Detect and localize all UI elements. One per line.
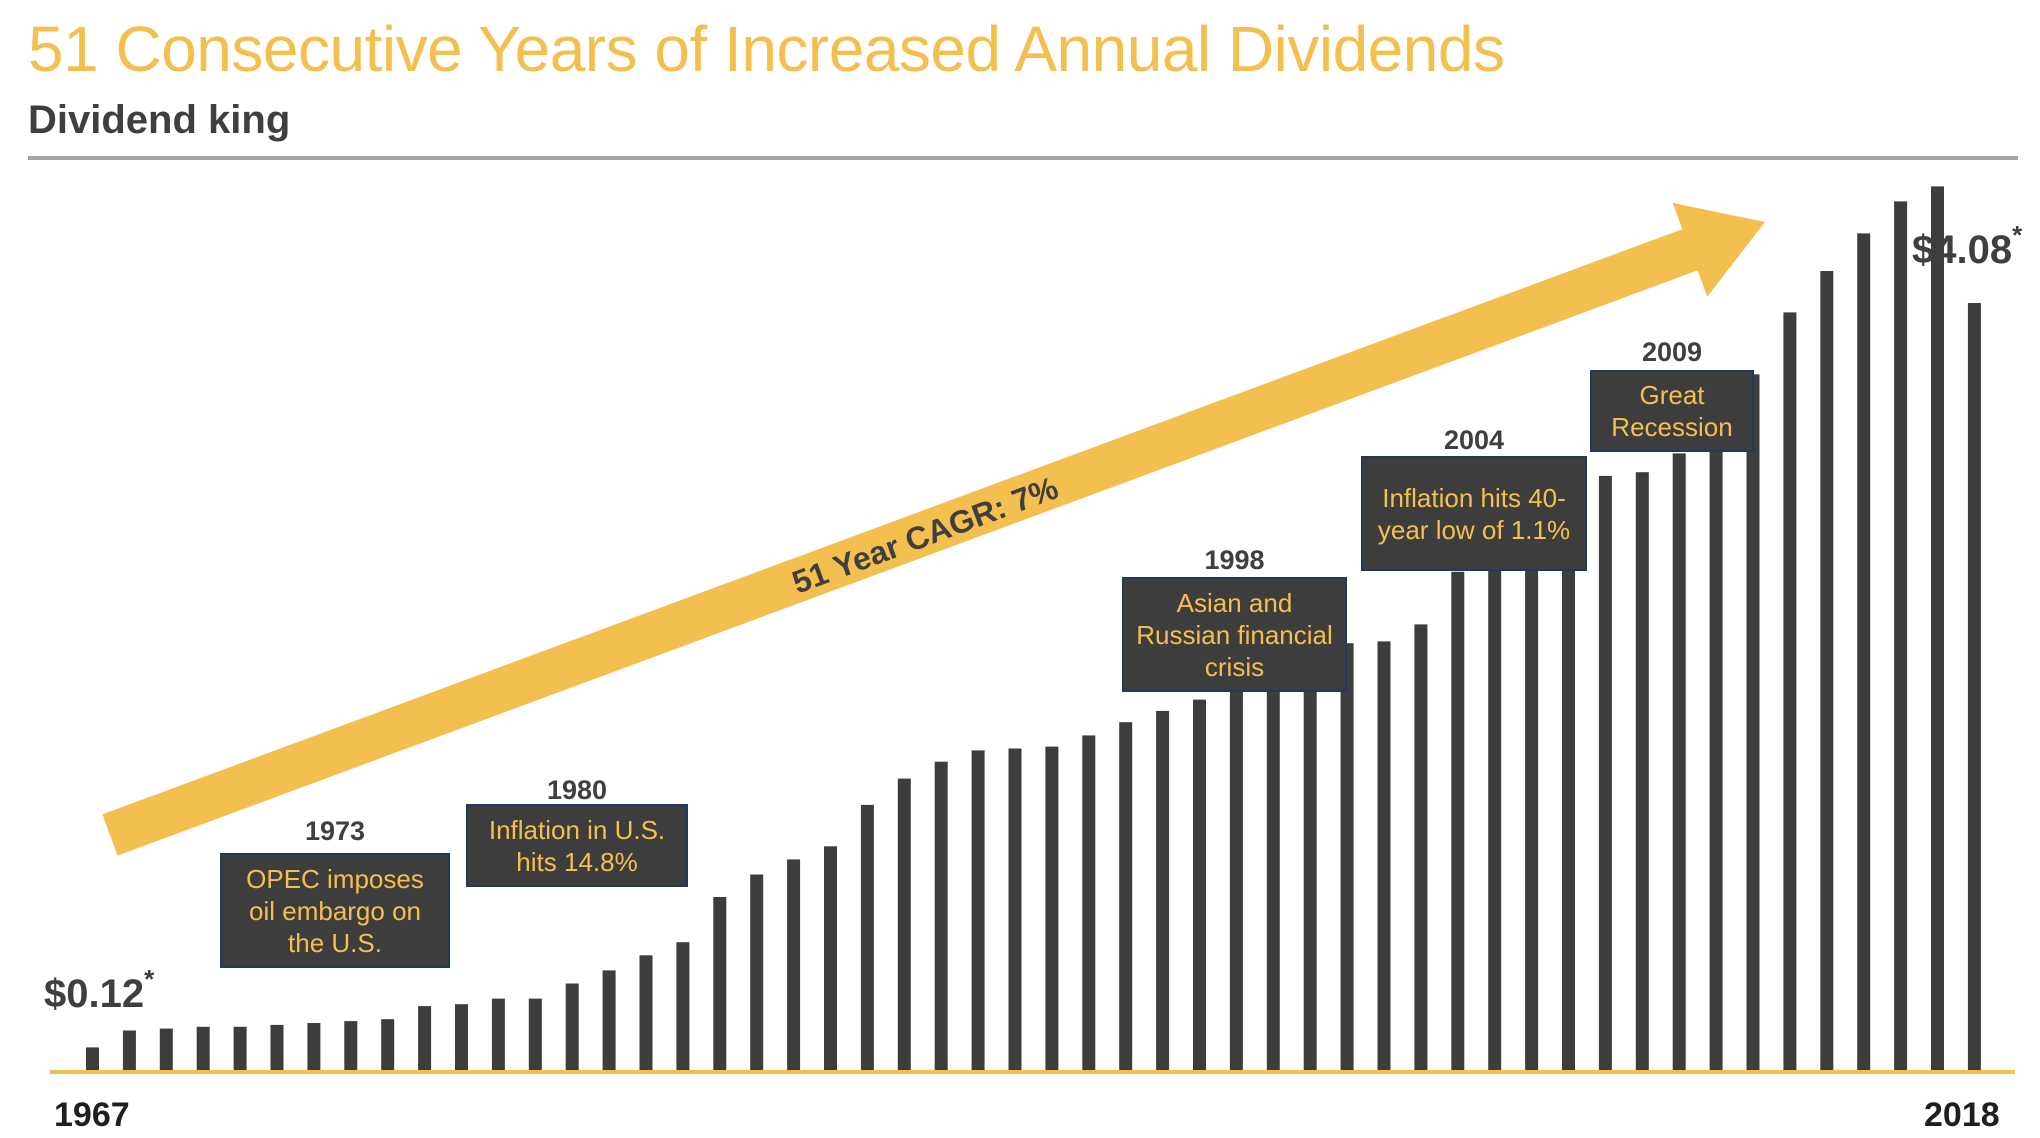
bar-1967	[86, 1047, 99, 1070]
end-value-label: $4.08*	[1912, 220, 2022, 273]
bar-2010	[1672, 453, 1686, 1070]
bar-1991	[971, 750, 985, 1070]
bar-2012	[1746, 374, 1760, 1070]
event-box-2009: Great Recession	[1590, 370, 1754, 452]
bar-1999	[1266, 675, 1280, 1070]
event-box-2004: Inflation hits 40-year low of 1.1%	[1361, 456, 1587, 571]
chart-title: 51 Consecutive Years of Increased Annual…	[28, 13, 1505, 85]
bar-2017	[1931, 186, 1944, 1070]
event-year-1998: 1998	[1204, 545, 1265, 575]
bar-1979	[528, 998, 542, 1070]
event-box-1980: Inflation in U.S. hits 14.8%	[466, 804, 688, 887]
bar-1994	[1082, 735, 1096, 1070]
bar-1990	[934, 761, 948, 1070]
bar-1976	[418, 1006, 432, 1070]
bar-1971	[233, 1026, 247, 1070]
bar-2015	[1857, 233, 1871, 1070]
bar-2008	[1598, 475, 1612, 1070]
bar-1975	[381, 1019, 395, 1070]
bar-1984	[713, 897, 727, 1070]
bar-1974	[344, 1021, 358, 1070]
bar-2004	[1451, 571, 1465, 1070]
bar-1983	[676, 942, 690, 1070]
x-tick-start: 1967	[54, 1096, 130, 1134]
bar-2000	[1303, 656, 1317, 1070]
bar-1973	[307, 1023, 321, 1070]
bar-1986	[787, 859, 801, 1070]
bar-1970	[196, 1026, 210, 1070]
start-value-text: $0.12	[44, 972, 145, 1016]
event-year-1973: 1973	[304, 816, 366, 846]
bar-1981	[602, 970, 616, 1070]
bar-1989	[897, 778, 911, 1070]
chart-subtitle: Dividend king	[28, 98, 291, 142]
bar-2003	[1414, 624, 1428, 1070]
bar-2011	[1709, 417, 1723, 1071]
event-box-1998: Asian and Russian financial crisis	[1122, 577, 1347, 692]
bar-1977	[455, 1004, 468, 1070]
bar-2009	[1635, 472, 1649, 1070]
event-year-2004: 2004	[1443, 425, 1505, 455]
bar-2005	[1488, 553, 1502, 1070]
cagr-arrow-shape	[102, 202, 1765, 856]
bar-1982	[639, 955, 653, 1070]
event-year-2009: 2009	[1641, 337, 1703, 367]
bar-series	[86, 186, 1981, 1071]
bar-1988	[860, 804, 874, 1070]
bar-1969	[159, 1028, 173, 1070]
start-value-asterisk: *	[144, 964, 155, 994]
bar-2016	[1894, 201, 1908, 1070]
bar-2001	[1340, 643, 1354, 1070]
start-value-label: $0.12*	[44, 964, 154, 1017]
bar-2013	[1783, 312, 1797, 1070]
bar-1998	[1229, 686, 1243, 1070]
bar-2014	[1820, 271, 1834, 1070]
bar-2018	[1967, 303, 1981, 1070]
bar-1972	[270, 1024, 284, 1070]
bar-2007	[1562, 481, 1575, 1071]
bar-1995	[1119, 722, 1133, 1070]
end-value-asterisk: *	[2012, 220, 2023, 250]
bar-1993	[1045, 746, 1059, 1070]
event-box-1973: OPEC imposes oil embargo on the U.S.	[220, 853, 450, 968]
bar-1978	[491, 998, 505, 1070]
bar-1992	[1008, 748, 1022, 1070]
bar-1980	[565, 983, 579, 1070]
bar-1987	[824, 846, 837, 1070]
bar-2002	[1377, 641, 1391, 1070]
bar-2006	[1525, 519, 1539, 1070]
event-year-1980: 1980	[546, 775, 608, 805]
cagr-arrow-label: 51 Year CAGR: 7%	[787, 469, 1062, 600]
bar-1968	[122, 1030, 136, 1070]
bar-1985	[750, 874, 764, 1070]
x-tick-end: 2018	[1924, 1096, 2000, 1134]
bar-1996	[1156, 710, 1170, 1070]
end-value-text: $4.08	[1912, 228, 2013, 272]
bar-1997	[1193, 699, 1206, 1070]
divider	[28, 156, 2018, 160]
